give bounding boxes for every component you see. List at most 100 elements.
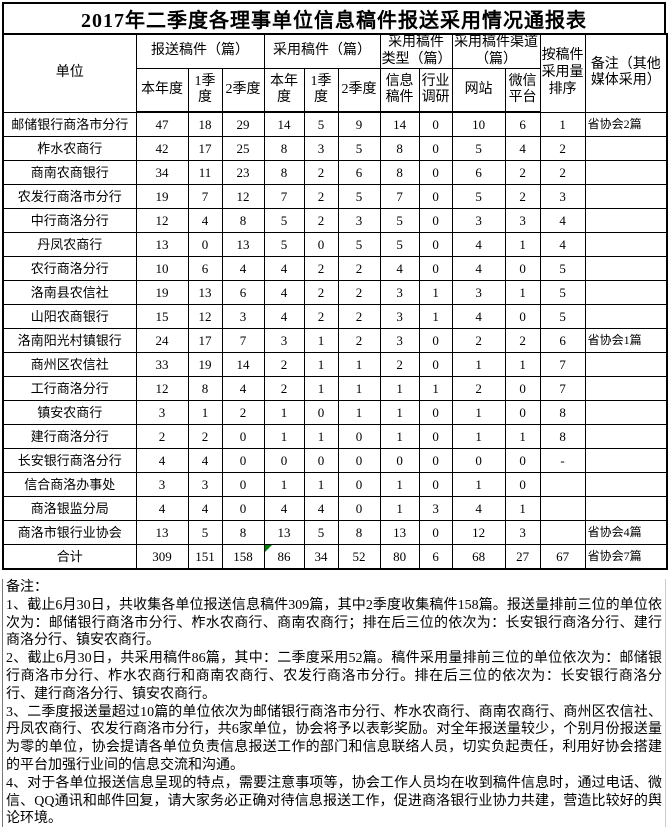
- header-channel-wechat[interactable]: 微信平台: [504, 68, 541, 114]
- value-cell[interactable]: 2: [451, 376, 506, 402]
- value-cell[interactable]: 42: [135, 136, 189, 162]
- unit-cell[interactable]: 商洛市银行业协会: [2, 520, 137, 546]
- value-cell[interactable]: 0: [221, 496, 265, 522]
- value-cell[interactable]: 0: [337, 496, 381, 522]
- value-cell[interactable]: 0: [418, 208, 453, 234]
- value-cell[interactable]: 27: [504, 544, 541, 570]
- header-rank[interactable]: 按稿件采用量排序: [539, 33, 586, 113]
- unit-cell[interactable]: 商洛银监分局: [2, 496, 137, 522]
- value-cell[interactable]: 8: [221, 520, 265, 546]
- value-cell[interactable]: 3: [504, 208, 541, 234]
- remark-cell[interactable]: [584, 448, 668, 474]
- value-cell[interactable]: 3: [451, 280, 506, 306]
- value-cell[interactable]: 18: [187, 111, 223, 138]
- value-cell[interactable]: 2: [303, 280, 339, 306]
- header-type-group[interactable]: 采用稿件类型（篇）: [379, 33, 453, 70]
- value-cell[interactable]: 3: [135, 400, 189, 426]
- unit-cell[interactable]: 信合商洛办事处: [2, 472, 137, 498]
- value-cell[interactable]: 6: [539, 328, 586, 354]
- value-cell[interactable]: 0: [451, 448, 506, 474]
- value-cell[interactable]: 2: [379, 352, 420, 378]
- value-cell[interactable]: 8: [337, 520, 381, 546]
- value-cell[interactable]: 19: [135, 184, 189, 210]
- value-cell[interactable]: 6: [337, 160, 381, 186]
- value-cell[interactable]: 0: [504, 376, 541, 402]
- header-channel-group[interactable]: 采用稿件渠道（篇）: [451, 33, 541, 70]
- value-cell[interactable]: 1: [303, 328, 339, 354]
- value-cell[interactable]: [539, 520, 586, 546]
- value-cell[interactable]: 7: [379, 184, 420, 210]
- remark-cell[interactable]: 省协会4篇: [584, 520, 668, 546]
- value-cell[interactable]: 1: [504, 232, 541, 258]
- value-cell[interactable]: 14: [263, 111, 305, 138]
- value-cell[interactable]: 7: [187, 184, 223, 210]
- value-cell[interactable]: 0: [418, 256, 453, 282]
- value-cell[interactable]: 0: [418, 328, 453, 354]
- value-cell[interactable]: 0: [303, 448, 339, 474]
- value-cell[interactable]: 0: [337, 472, 381, 498]
- value-cell[interactable]: 24: [135, 328, 189, 354]
- value-cell[interactable]: 1: [504, 352, 541, 378]
- value-cell[interactable]: 5: [337, 184, 381, 210]
- remark-cell[interactable]: [584, 160, 668, 186]
- value-cell[interactable]: 3: [221, 304, 265, 330]
- value-cell[interactable]: 80: [379, 544, 420, 570]
- value-cell[interactable]: 2: [263, 352, 305, 378]
- value-cell[interactable]: 34: [135, 160, 189, 186]
- value-cell[interactable]: 5: [303, 520, 339, 546]
- value-cell[interactable]: 1: [418, 304, 453, 330]
- remark-cell[interactable]: [584, 400, 668, 426]
- remark-cell[interactable]: [584, 280, 668, 306]
- value-cell[interactable]: 12: [135, 376, 189, 402]
- value-cell[interactable]: 2: [504, 160, 541, 186]
- value-cell[interactable]: -: [539, 448, 586, 474]
- value-cell[interactable]: 67: [539, 544, 586, 570]
- value-cell[interactable]: 19: [135, 280, 189, 306]
- unit-cell[interactable]: 建行商洛分行: [2, 424, 137, 450]
- value-cell[interactable]: 2: [337, 328, 381, 354]
- value-cell[interactable]: 6: [504, 111, 541, 138]
- unit-cell[interactable]: 农发行商洛市分行: [2, 184, 137, 210]
- value-cell[interactable]: 0: [504, 400, 541, 426]
- value-cell[interactable]: 52: [337, 544, 381, 570]
- value-cell[interactable]: 4: [135, 496, 189, 522]
- value-cell[interactable]: 2: [221, 400, 265, 426]
- value-cell[interactable]: 7: [221, 328, 265, 354]
- value-cell[interactable]: 33: [135, 352, 189, 378]
- value-cell[interactable]: 25: [221, 136, 265, 162]
- remark-cell[interactable]: [584, 136, 668, 162]
- header-remark[interactable]: 备注（其他媒体采用）: [584, 33, 668, 113]
- value-cell[interactable]: 0: [418, 232, 453, 258]
- value-cell[interactable]: 1: [379, 376, 420, 402]
- value-cell[interactable]: 1: [337, 400, 381, 426]
- value-cell[interactable]: 11: [187, 160, 223, 186]
- value-cell[interactable]: 2: [303, 184, 339, 210]
- value-cell[interactable]: 6: [187, 256, 223, 282]
- value-cell[interactable]: 4: [187, 448, 223, 474]
- header-submitted-year[interactable]: 本年度: [135, 68, 189, 114]
- value-cell[interactable]: 14: [221, 352, 265, 378]
- value-cell[interactable]: 29: [221, 111, 265, 138]
- value-cell[interactable]: 2: [303, 208, 339, 234]
- value-cell[interactable]: 4: [539, 208, 586, 234]
- value-cell[interactable]: 1: [263, 424, 305, 450]
- value-cell[interactable]: 1: [303, 424, 339, 450]
- value-cell[interactable]: 0: [263, 448, 305, 474]
- value-cell[interactable]: 1: [379, 424, 420, 450]
- value-cell[interactable]: 1: [379, 496, 420, 522]
- unit-cell[interactable]: 镇安农商行: [2, 400, 137, 426]
- header-submitted-q2[interactable]: 2季度: [221, 68, 265, 114]
- value-cell[interactable]: 0: [504, 304, 541, 330]
- remark-cell[interactable]: [584, 496, 668, 522]
- value-cell[interactable]: 13: [221, 232, 265, 258]
- value-cell[interactable]: 0: [418, 400, 453, 426]
- unit-cell[interactable]: 洛南县农信社: [2, 280, 137, 306]
- value-cell[interactable]: 4: [187, 496, 223, 522]
- value-cell[interactable]: [539, 472, 586, 498]
- value-cell[interactable]: 10: [451, 111, 506, 138]
- unit-cell[interactable]: 工行商洛分行: [2, 376, 137, 402]
- value-cell[interactable]: 0: [418, 111, 453, 138]
- value-cell[interactable]: 4: [263, 280, 305, 306]
- value-cell[interactable]: 17: [187, 328, 223, 354]
- value-cell[interactable]: 3: [379, 328, 420, 354]
